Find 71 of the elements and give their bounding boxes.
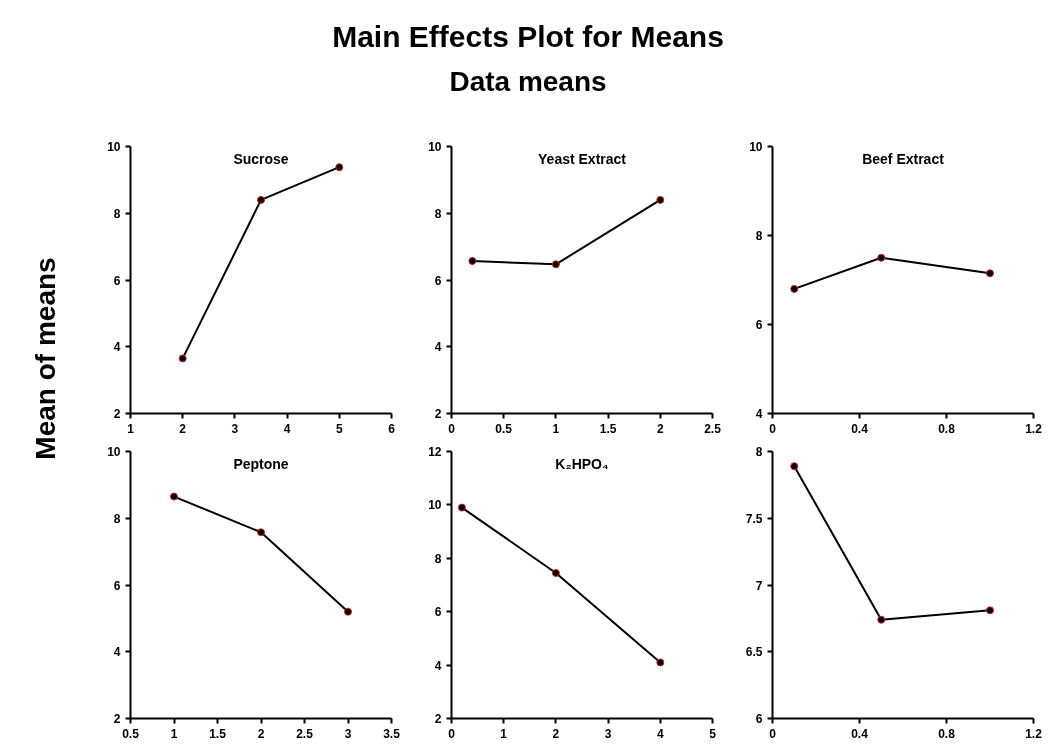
x-tick-label: 0.8 xyxy=(938,726,956,741)
x-tick-label: 5 xyxy=(709,726,717,741)
y-tick-label: 6 xyxy=(755,712,763,726)
text: Main Effects Plot for Means xyxy=(332,20,724,54)
x-tick-label: 1.2 xyxy=(1025,421,1043,436)
y-tick-label: 2 xyxy=(434,712,442,726)
x-tick-label: 1 xyxy=(500,726,508,741)
chart-title: Beef Extract xyxy=(862,150,945,167)
x-tick-label: 1.2 xyxy=(1025,726,1043,741)
x-tick-label: 5 xyxy=(335,421,343,436)
x-tick-label: 4 xyxy=(283,421,291,436)
x-tick-label: 3 xyxy=(604,726,612,741)
x-tick-label: 1 xyxy=(552,421,560,436)
y-tick-label: 7.5 xyxy=(745,511,763,526)
x-tick-label: 2.5 xyxy=(704,421,722,436)
x-tick-label: 2 xyxy=(179,421,187,436)
x-tick-label: 6 xyxy=(388,421,396,436)
x-tick-label: 0.8 xyxy=(938,421,956,436)
y-tick-label: 8 xyxy=(755,229,763,243)
x-tick-label: 2 xyxy=(552,726,560,741)
text: Data means xyxy=(449,65,607,97)
x-tick-label: 3.5 xyxy=(383,726,401,741)
x-tick-label: 0.4 xyxy=(851,421,869,436)
x-tick-label: 1.5 xyxy=(599,421,617,436)
y-tick-label: 4 xyxy=(113,340,121,355)
chart-title: K₂HPO₄ xyxy=(555,455,609,472)
x-tick-label: 2 xyxy=(257,726,265,741)
y-tick-label: 10 xyxy=(428,498,442,513)
y-tick-label: 10 xyxy=(107,445,121,459)
y-tick-label: 8 xyxy=(113,511,121,526)
chart-title: Peptone xyxy=(233,455,289,472)
text: Mean of means xyxy=(30,257,61,460)
y-tick-label: 8 xyxy=(113,206,121,221)
y-tick-label: 6 xyxy=(113,273,121,288)
y-tick-label: 6 xyxy=(434,273,442,288)
x-tick-label: 3 xyxy=(344,726,352,741)
y-tick-label: 2 xyxy=(113,407,121,421)
y-tick-label: 4 xyxy=(434,658,442,673)
x-tick-label: 2.5 xyxy=(296,726,314,741)
y-tick-label: 8 xyxy=(434,551,442,566)
x-tick-label: 3 xyxy=(231,421,239,436)
chart-title: Sucrose xyxy=(233,150,289,167)
chart-title: Yeast Extract xyxy=(538,150,627,167)
x-tick-label: 0 xyxy=(769,726,777,741)
y-tick-label: 4 xyxy=(434,340,442,355)
y-tick-label: 6.5 xyxy=(745,645,763,660)
x-tick-label: 0 xyxy=(769,421,777,436)
x-tick-label: 0 xyxy=(448,726,456,741)
x-tick-label: 1 xyxy=(127,421,135,436)
x-tick-label: 2 xyxy=(656,421,664,436)
x-tick-label: 0.4 xyxy=(851,726,869,741)
x-tick-label: 4 xyxy=(656,726,664,741)
y-tick-label: 2 xyxy=(113,712,121,726)
y-tick-label: 6 xyxy=(113,578,121,593)
x-tick-label: 0.5 xyxy=(495,421,513,436)
y-tick-label: 2 xyxy=(434,407,442,421)
x-tick-label: 0 xyxy=(448,421,456,436)
y-tick-label: 6 xyxy=(434,605,442,620)
y-tick-label: 10 xyxy=(749,140,763,154)
x-tick-label: 1.5 xyxy=(209,726,227,741)
y-tick-label: 8 xyxy=(434,206,442,221)
y-tick-label: 12 xyxy=(428,445,442,459)
y-tick-label: 7 xyxy=(755,578,763,593)
y-tick-label: 10 xyxy=(107,140,121,154)
y-tick-label: 8 xyxy=(755,445,763,459)
y-tick-label: 4 xyxy=(113,645,121,660)
y-tick-label: 6 xyxy=(755,318,763,332)
y-tick-label: 10 xyxy=(428,140,442,154)
x-tick-label: 1 xyxy=(170,726,178,741)
x-tick-label: 0.5 xyxy=(122,726,140,741)
y-tick-label: 4 xyxy=(755,407,763,421)
